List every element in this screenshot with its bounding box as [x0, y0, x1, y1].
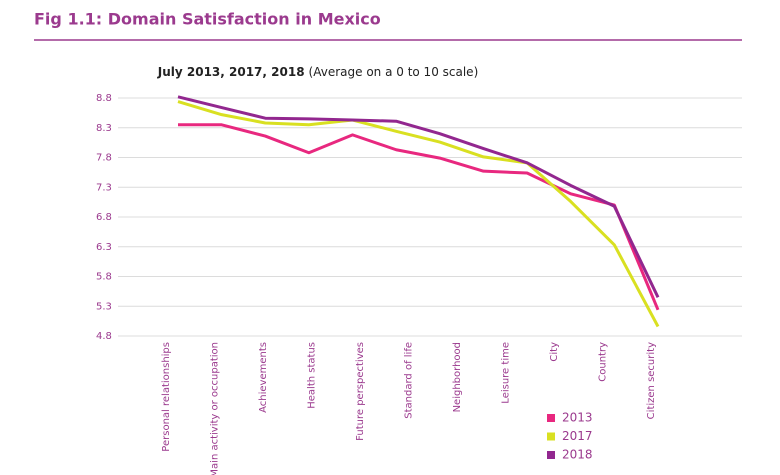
- x-tick-label: Standard of life: [404, 342, 415, 419]
- x-tick-label: Main activity or occupation: [210, 342, 221, 475]
- subtitle-note: (Average on a 0 to 10 scale): [309, 65, 479, 79]
- legend-label: 2018: [562, 448, 593, 462]
- series-line: [177, 95, 660, 298]
- legend-label: 2013: [562, 411, 593, 425]
- legend-swatch: [547, 414, 555, 422]
- y-tick-label: 8.3: [96, 123, 112, 134]
- y-tick-label: 5.3: [96, 301, 112, 312]
- x-tick-label: Future perspectives: [355, 342, 366, 441]
- x-tick-label: Achievements: [258, 342, 269, 413]
- y-tick-label: 6.3: [96, 242, 112, 253]
- chart-subtitle: July 2013, 2017, 2018 (Average on a 0 to …: [157, 65, 479, 79]
- y-tick-label: 4.8: [96, 331, 112, 342]
- x-tick-label: Leisure time: [501, 342, 512, 404]
- legend-swatch: [547, 451, 555, 459]
- x-tick-label: Citizen security: [646, 342, 657, 419]
- legend-swatch: [547, 432, 555, 441]
- y-tick-label: 7.8: [96, 153, 112, 164]
- y-tick-label: 7.3: [96, 182, 112, 193]
- x-tick-label: Neighborhood: [452, 342, 463, 412]
- y-tick-label: 5.8: [96, 272, 112, 283]
- x-tick-label: Personal relationships: [161, 342, 172, 452]
- legend-label: 2017: [562, 429, 593, 443]
- subtitle-bold: July 2013, 2017, 2018: [157, 65, 305, 79]
- x-tick-label: Health status: [307, 342, 318, 409]
- y-tick-label: 6.8: [96, 212, 112, 223]
- x-tick-label: City: [549, 342, 560, 362]
- y-tick-label: 8.8: [96, 93, 112, 104]
- series-line: [177, 100, 660, 328]
- chart-title: Fig 1.1: Domain Satisfaction in Mexico: [34, 10, 381, 29]
- series-line: [178, 123, 660, 311]
- x-tick-label: Country: [598, 342, 609, 382]
